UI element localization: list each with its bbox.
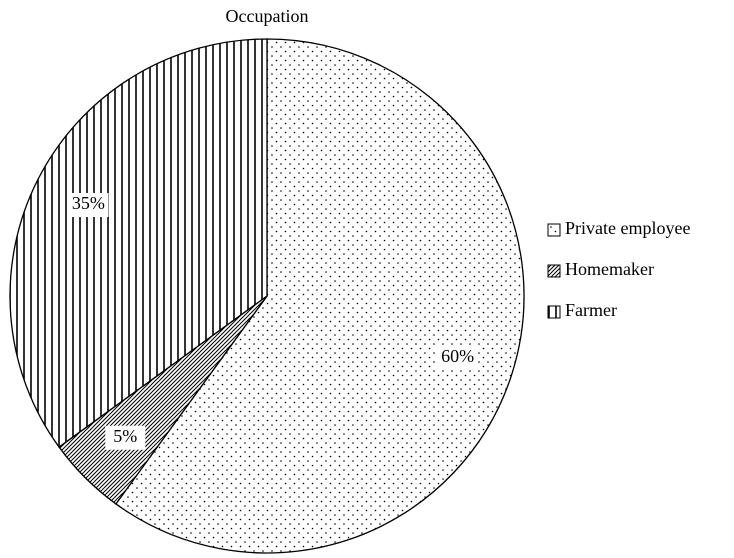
data-label: 5% bbox=[113, 426, 137, 446]
pie-slice bbox=[9, 38, 268, 448]
legend-label: Farmer bbox=[565, 300, 617, 320]
label-background bbox=[68, 192, 109, 217]
pie-slice bbox=[115, 38, 525, 554]
legend-swatch bbox=[547, 305, 561, 319]
legend-swatch bbox=[547, 264, 561, 278]
label-background bbox=[437, 345, 478, 370]
legend-swatch bbox=[547, 223, 561, 237]
legend-label: Homemaker bbox=[565, 259, 654, 279]
chart-title: Occupation bbox=[226, 6, 309, 26]
label-background bbox=[105, 425, 146, 450]
legend-label: Private employee bbox=[565, 218, 690, 238]
data-label: 35% bbox=[72, 193, 105, 213]
data-label: 60% bbox=[441, 346, 474, 366]
